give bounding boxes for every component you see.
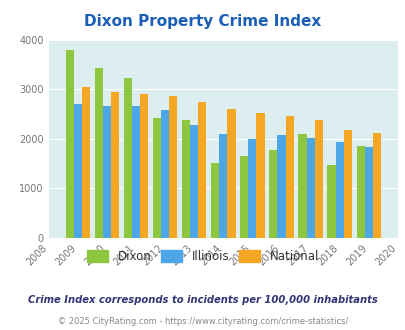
Bar [102,106,111,238]
Bar [269,150,277,238]
Bar [190,125,198,238]
Bar [335,142,343,238]
Bar [124,78,132,238]
Bar [74,104,82,238]
Bar [314,120,322,238]
Bar [66,50,74,238]
Bar [256,114,264,238]
Bar [306,138,314,238]
Text: Dixon Property Crime Index: Dixon Property Crime Index [84,14,321,29]
Bar [343,130,351,238]
Bar [248,139,256,238]
Bar [132,106,140,238]
Bar [327,165,335,238]
Bar [140,94,148,238]
Bar [372,133,380,238]
Bar [227,109,235,238]
Bar [285,116,293,238]
Bar [181,120,190,238]
Bar [240,156,248,238]
Bar [153,118,161,238]
Bar [298,134,306,238]
Bar [364,147,372,238]
Bar [161,110,169,238]
Bar [356,146,364,238]
Text: Crime Index corresponds to incidents per 100,000 inhabitants: Crime Index corresponds to incidents per… [28,295,377,305]
Bar [219,134,227,238]
Bar [111,92,119,238]
Bar [169,96,177,238]
Bar [94,68,102,238]
Bar [277,135,285,238]
Legend: Dixon, Illinois, National: Dixon, Illinois, National [83,246,322,266]
Bar [198,102,206,238]
Bar [211,163,219,238]
Bar [82,87,90,238]
Text: © 2025 CityRating.com - https://www.cityrating.com/crime-statistics/: © 2025 CityRating.com - https://www.city… [58,317,347,326]
